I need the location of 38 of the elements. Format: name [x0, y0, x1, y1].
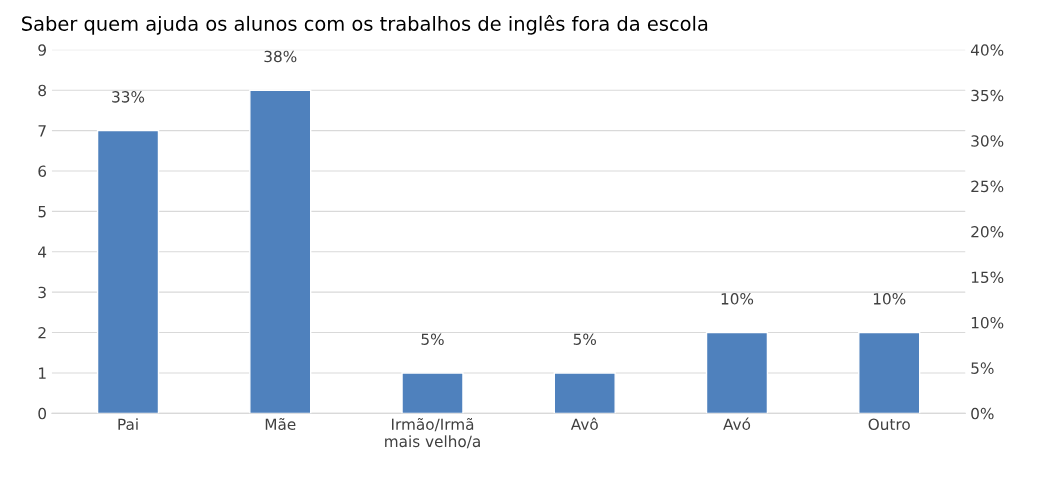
y2-tick-label: 25% — [971, 180, 1004, 193]
y2-tick-label: 5% — [971, 362, 994, 374]
x-tick-label: Irmão/Irmã mais velho/a — [385, 417, 480, 449]
annotation: 10% — [873, 293, 906, 305]
y2-tick-label: 30% — [971, 135, 1004, 147]
chart-title: Saber quem ajuda os alunos com os trabalhos de inglês fora da escola — [22, 15, 708, 35]
y2-tick-label: 20% — [971, 226, 1004, 238]
bar — [553, 372, 616, 414]
y-tick-label: 2 — [38, 327, 46, 339]
y-tick-label: 9 — [38, 44, 46, 56]
y-tick-label: 6 — [38, 165, 47, 177]
y-tick-label: 4 — [38, 246, 47, 258]
bar — [858, 331, 921, 414]
y2-tick-label: 15% — [971, 271, 1004, 284]
y2-tick-label: 40% — [970, 44, 1004, 56]
x-tick-label: Pai — [118, 418, 138, 431]
annotation: 33% — [112, 91, 145, 103]
y-tick-label: 3 — [38, 286, 46, 299]
y-tick-label: 5 — [38, 206, 46, 218]
annotation: 38% — [264, 50, 297, 63]
y2-tick-label: 0% — [971, 407, 994, 420]
bar — [705, 331, 769, 414]
x-tick-label: Mãe — [265, 417, 296, 431]
bar — [96, 129, 160, 414]
annotation: 5% — [421, 333, 444, 345]
y-tick-label: 0 — [38, 407, 47, 420]
x-tick-label: Avó — [723, 417, 751, 431]
x-tick-label: Avô — [570, 417, 598, 431]
bar — [401, 372, 464, 414]
annotation: 5% — [573, 333, 597, 345]
y2-tick-label: 10% — [971, 316, 1004, 329]
y-tick-label: 1 — [39, 367, 46, 379]
y-tick-label: 7 — [38, 125, 46, 137]
bar — [249, 89, 312, 414]
annotation: 10% — [721, 293, 754, 305]
y-tick-label: 8 — [38, 84, 46, 97]
y2-tick-label: 35% — [971, 89, 1004, 102]
x-tick-label: Outro — [868, 418, 910, 431]
